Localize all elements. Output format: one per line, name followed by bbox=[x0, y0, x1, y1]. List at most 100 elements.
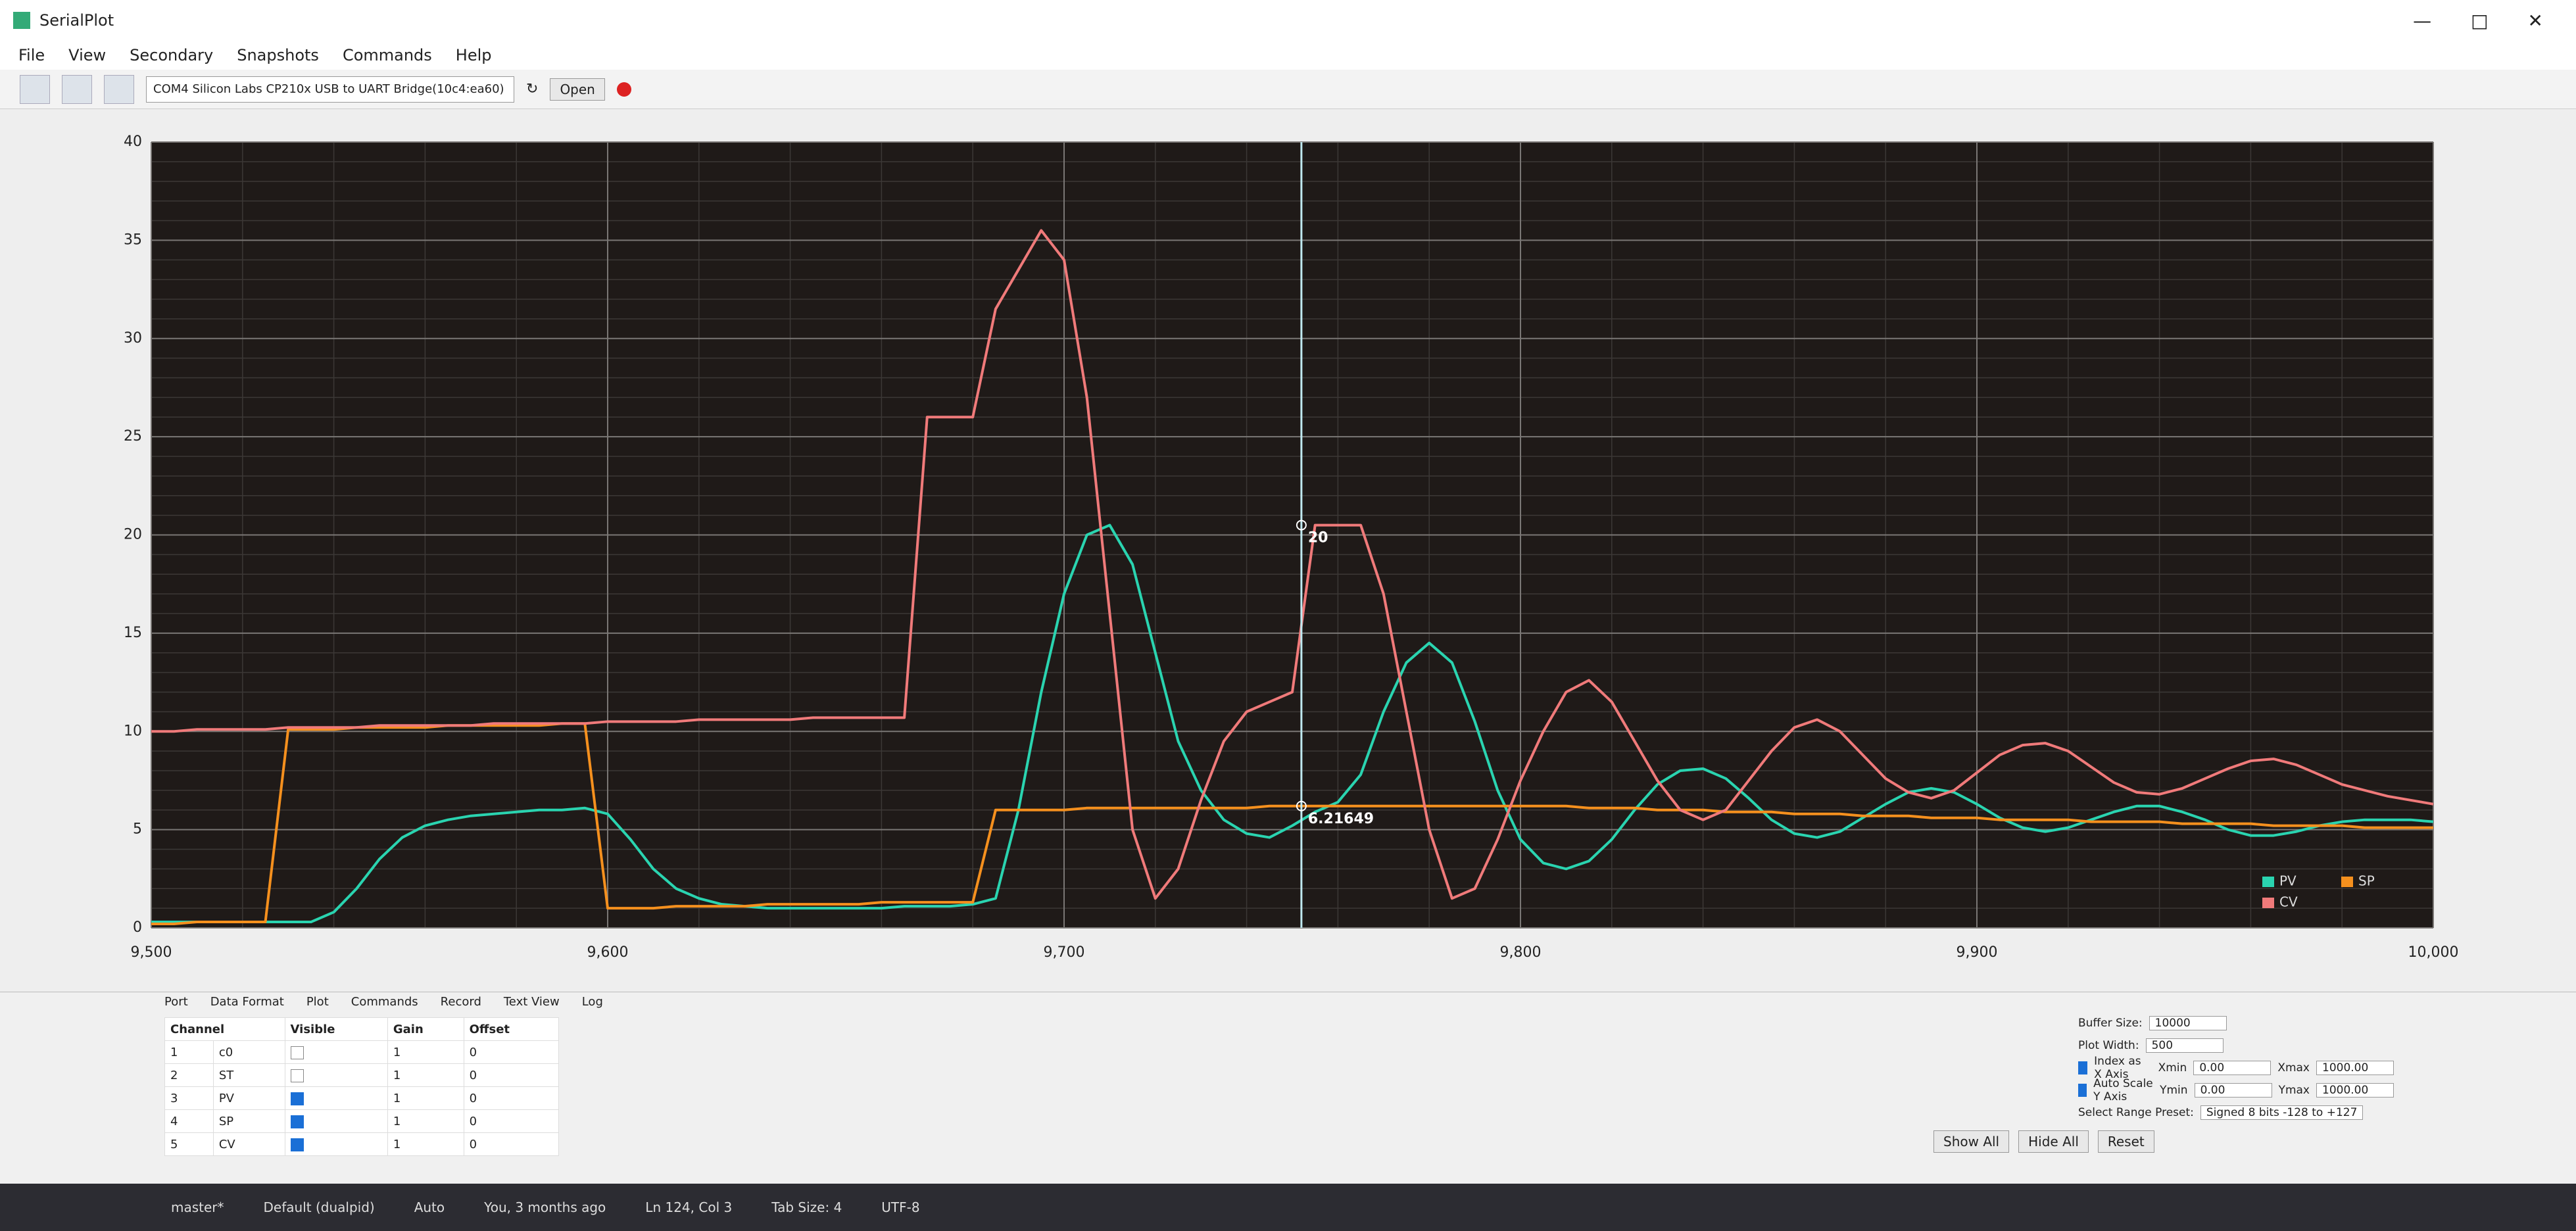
status-item: master* bbox=[171, 1199, 224, 1215]
button[interactable]: Hide All bbox=[2018, 1130, 2089, 1153]
cursor-point bbox=[1296, 519, 1307, 531]
menu-item[interactable]: View bbox=[68, 46, 107, 64]
legend-swatch bbox=[2262, 877, 2274, 887]
tab[interactable]: Record bbox=[440, 995, 481, 1009]
tab[interactable]: Plot bbox=[306, 995, 329, 1009]
label: Index as X Axis bbox=[2094, 1055, 2141, 1081]
channel-name: ST bbox=[212, 1063, 285, 1087]
channel-row: 5 CV 1 0 bbox=[164, 1132, 560, 1156]
status-bar: master* Default (dualpid) Auto You, 3 month… bbox=[0, 1184, 2576, 1231]
visible-cell bbox=[284, 1132, 388, 1156]
offset-cell[interactable]: 0 bbox=[463, 1063, 560, 1087]
port-select[interactable]: COM4 Silicon Labs CP210x USB to UART Bri… bbox=[146, 76, 514, 103]
checkbox[interactable] bbox=[2078, 1084, 2087, 1097]
refresh-button[interactable]: ↻ bbox=[526, 81, 539, 97]
y-tick-label: 15 bbox=[124, 625, 142, 641]
label: Ymin bbox=[2160, 1084, 2188, 1097]
cursor-label: 6.21649 bbox=[1308, 811, 1374, 827]
buffer-size-input[interactable]: 10000 bbox=[2149, 1016, 2227, 1030]
button[interactable]: Show All bbox=[1933, 1130, 2010, 1153]
status-item: Default (dualpid) bbox=[263, 1199, 375, 1215]
channel-name: PV bbox=[212, 1086, 285, 1110]
port-name: COM4 Silicon Labs CP210x USB to UART Bri… bbox=[153, 82, 504, 96]
channel-index: 1 bbox=[164, 1040, 214, 1064]
column-header: Offset bbox=[463, 1017, 560, 1041]
legend-swatch bbox=[2341, 877, 2353, 887]
tab[interactable]: Commands bbox=[351, 995, 418, 1009]
status-item: Ln 124, Col 3 bbox=[645, 1199, 733, 1215]
channel-name: CV bbox=[212, 1132, 285, 1156]
open-button[interactable]: Open bbox=[550, 78, 605, 101]
gain-cell[interactable]: 1 bbox=[387, 1086, 464, 1110]
gain-cell[interactable]: 1 bbox=[387, 1040, 464, 1064]
offset-cell[interactable]: 0 bbox=[463, 1086, 560, 1110]
plot-width-input[interactable]: 500 bbox=[2145, 1038, 2224, 1053]
visible-checkbox[interactable] bbox=[290, 1138, 304, 1151]
series-line bbox=[151, 229, 2434, 900]
visible-checkbox[interactable] bbox=[290, 1046, 304, 1059]
x-tick-label: 9,700 bbox=[1044, 944, 1085, 961]
menu-item[interactable]: Commands bbox=[342, 46, 432, 64]
tab[interactable]: Log bbox=[581, 995, 603, 1009]
label: Xmin bbox=[2158, 1061, 2187, 1074]
menu-item[interactable]: File bbox=[18, 46, 45, 64]
minimize-button[interactable]: — bbox=[2413, 9, 2432, 32]
visible-checkbox[interactable] bbox=[290, 1092, 304, 1105]
plot-settings: Buffer Size: 10000 Plot Width: 500 Index a… bbox=[2078, 1012, 2394, 1124]
xmin-input[interactable]: 0.00 bbox=[2193, 1061, 2272, 1075]
offset-cell[interactable]: 0 bbox=[463, 1132, 560, 1156]
y-tick-label: 20 bbox=[124, 527, 142, 543]
gain-cell[interactable]: 1 bbox=[387, 1063, 464, 1087]
offset-cell[interactable]: 0 bbox=[463, 1040, 560, 1064]
toolbar: COM4 Silicon Labs CP210x USB to UART Bri… bbox=[0, 70, 2576, 109]
menu-item[interactable]: Secondary bbox=[130, 46, 214, 64]
toolbar-button[interactable] bbox=[20, 74, 50, 104]
channel-name: SP bbox=[212, 1109, 285, 1133]
channel-row: 3 PV 1 0 bbox=[164, 1086, 560, 1110]
series-line bbox=[151, 523, 2434, 924]
tab[interactable]: Port bbox=[164, 995, 188, 1009]
range-preset-select[interactable]: Signed 8 bits -128 to +127 bbox=[2200, 1105, 2364, 1120]
gain-cell[interactable]: 1 bbox=[387, 1132, 464, 1156]
visible-checkbox[interactable] bbox=[290, 1069, 304, 1082]
close-button[interactable]: ✕ bbox=[2527, 9, 2543, 32]
y-tick-label: 40 bbox=[124, 133, 142, 150]
button[interactable]: Reset bbox=[2097, 1130, 2154, 1153]
visible-cell bbox=[284, 1109, 388, 1133]
channel-row: 1 c0 1 0 bbox=[164, 1040, 560, 1064]
gain-cell[interactable]: 1 bbox=[387, 1109, 464, 1133]
control-panel: Port Data Format Plot Commands Record Text Vi… bbox=[0, 992, 2576, 1184]
menu-bar: File View Secondary Snapshots Commands Help bbox=[0, 41, 2576, 70]
legend-label: SP bbox=[2358, 873, 2375, 889]
label: Ymax bbox=[2278, 1084, 2310, 1097]
checkbox[interactable] bbox=[2078, 1061, 2088, 1074]
legend-label: CV bbox=[2279, 894, 2298, 910]
column-header: Gain bbox=[387, 1017, 464, 1041]
tab[interactable]: Text View bbox=[503, 995, 560, 1009]
record-button[interactable] bbox=[616, 82, 631, 97]
channel-name: c0 bbox=[212, 1040, 285, 1064]
x-tick-label: 9,900 bbox=[1956, 944, 1998, 961]
cursor-label: 20 bbox=[1308, 530, 1328, 546]
maximize-button[interactable]: □ bbox=[2471, 9, 2489, 32]
label: Plot Width: bbox=[2078, 1039, 2139, 1052]
legend-swatch bbox=[2262, 898, 2274, 908]
toolbar-button[interactable] bbox=[104, 74, 134, 104]
status-item: UTF-8 bbox=[881, 1199, 920, 1215]
table-header: Channel Visible Gain Offset bbox=[164, 1017, 560, 1041]
toolbar-button[interactable] bbox=[62, 74, 92, 104]
window-title: SerialPlot bbox=[39, 11, 114, 30]
table-buttons: Show All Hide All Reset bbox=[1933, 1130, 2154, 1153]
ymin-input[interactable]: 0.00 bbox=[2194, 1083, 2272, 1098]
y-tick-label: 0 bbox=[133, 919, 142, 936]
ymax-input[interactable]: 1000.00 bbox=[2316, 1083, 2394, 1098]
menu-item[interactable]: Snapshots bbox=[237, 46, 319, 64]
channel-index: 5 bbox=[164, 1132, 214, 1156]
tab[interactable]: Data Format bbox=[210, 995, 284, 1009]
status-item: You, 3 months ago bbox=[484, 1199, 606, 1215]
window-controls[interactable]: — □ ✕ bbox=[2413, 10, 2576, 32]
visible-checkbox[interactable] bbox=[290, 1115, 304, 1128]
menu-item[interactable]: Help bbox=[455, 46, 492, 64]
offset-cell[interactable]: 0 bbox=[463, 1109, 560, 1133]
xmax-input[interactable]: 1000.00 bbox=[2316, 1061, 2394, 1075]
